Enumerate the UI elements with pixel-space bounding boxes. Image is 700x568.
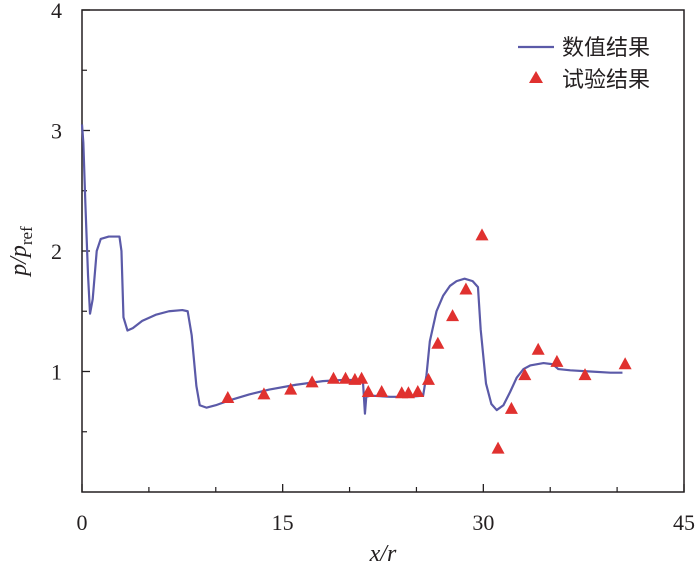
experimental-point: [284, 382, 298, 395]
experimental-point: [518, 368, 532, 381]
y-tick-label: 4: [51, 0, 62, 23]
plot-area: [81, 9, 685, 493]
y-axis-label-main: p/p: [6, 245, 32, 278]
experimental-point: [578, 368, 592, 381]
experimental-point: [339, 371, 353, 384]
experimental-point: [504, 401, 518, 414]
experimental-point: [446, 309, 460, 322]
y-axis-label-subscript: ref: [17, 226, 36, 245]
x-axis-label: x/r: [369, 541, 397, 567]
experimental-point: [431, 336, 445, 349]
y-tick-label: 2: [51, 239, 62, 264]
experimental-point: [355, 371, 369, 384]
experimental-point: [531, 342, 545, 355]
y-axis-label: p/pref: [6, 226, 36, 278]
experimental-point: [375, 384, 389, 397]
legend-label-experimental: 试验结果: [562, 68, 650, 93]
experimental-point: [257, 387, 271, 400]
experimental-point: [550, 354, 564, 367]
experimental-point: [491, 441, 505, 454]
legend-label-numerical: 数值结果: [562, 36, 650, 61]
marker-layer: [221, 228, 632, 454]
legend: 数值结果 试验结果: [518, 36, 650, 93]
x-tick-label: 45: [673, 510, 695, 535]
experimental-point: [421, 372, 435, 385]
experimental-point: [221, 391, 235, 404]
tick-labels: 0 15 30 45 1 2 3 4: [51, 0, 695, 535]
experimental-point: [401, 386, 415, 399]
x-tick-label: 15: [272, 510, 294, 535]
experimental-point: [327, 371, 341, 384]
experimental-point: [305, 375, 319, 388]
x-tick-label: 0: [77, 510, 88, 535]
legend-marker-swatch: [529, 71, 543, 83]
experimental-point: [411, 384, 425, 397]
plot-frame: [81, 9, 685, 493]
x-tick-label: 30: [472, 510, 494, 535]
experimental-point: [618, 357, 632, 370]
y-tick-label: 3: [51, 119, 62, 144]
y-tick-label: 1: [51, 360, 62, 385]
experimental-point: [475, 228, 489, 241]
experimental-point: [459, 282, 473, 295]
experimental-point: [361, 384, 375, 397]
